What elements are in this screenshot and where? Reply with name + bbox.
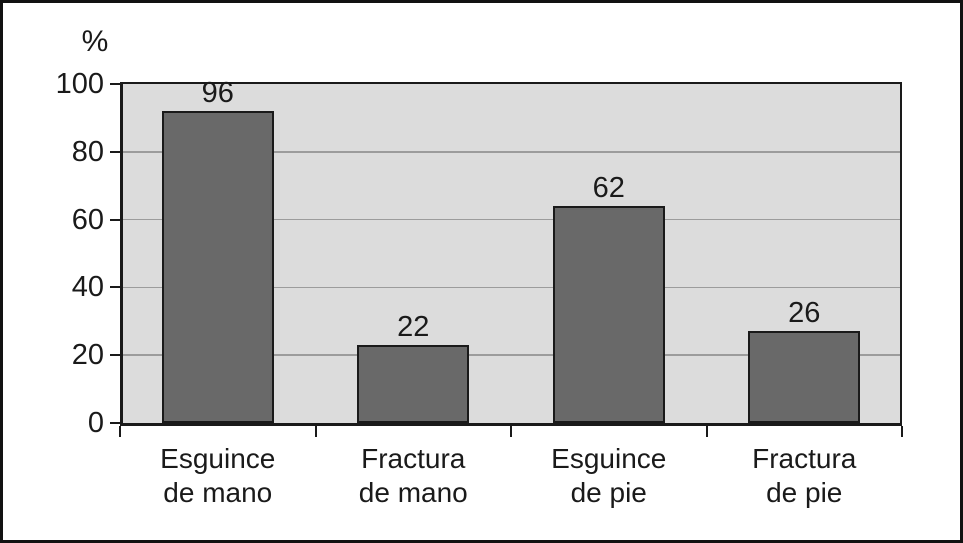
x-category-label: Esguince de mano <box>160 443 276 508</box>
y-tick-label: 100 <box>55 68 104 100</box>
bar-value-label: 22 <box>397 311 430 344</box>
x-category-label: Fractura de mano <box>358 443 468 508</box>
bar-value-label: 62 <box>592 172 625 205</box>
y-tick-label: 0 <box>87 407 104 439</box>
bar-value-label: 96 <box>201 77 234 110</box>
y-axis-title: % <box>81 25 109 58</box>
x-category-label: Fractura de pie <box>752 443 857 508</box>
bar <box>748 331 861 423</box>
y-axis-tick <box>110 150 120 153</box>
bar-value-label: 26 <box>788 297 821 330</box>
x-axis-tick <box>119 426 121 437</box>
bar <box>161 111 274 423</box>
bar <box>552 206 665 423</box>
y-axis-tick <box>110 354 120 357</box>
y-axis-tick <box>110 83 120 85</box>
y-axis-tick <box>110 286 120 289</box>
y-tick-label: 40 <box>71 271 104 304</box>
y-axis-tick <box>110 422 120 424</box>
x-axis-tick <box>510 426 512 437</box>
x-axis-tick <box>901 426 903 437</box>
gridline <box>123 218 900 221</box>
x-axis-tick <box>314 426 317 437</box>
bar <box>357 345 470 423</box>
gridline <box>123 151 900 153</box>
x-axis-tick <box>705 426 708 437</box>
x-category-label: Esguince de pie <box>551 443 667 508</box>
y-axis-tick <box>110 218 120 221</box>
y-tick-label: 20 <box>71 339 104 372</box>
y-tick-label: 80 <box>71 135 104 168</box>
gridline <box>123 354 900 356</box>
gridline <box>123 286 900 289</box>
y-tick-label: 60 <box>71 203 104 236</box>
